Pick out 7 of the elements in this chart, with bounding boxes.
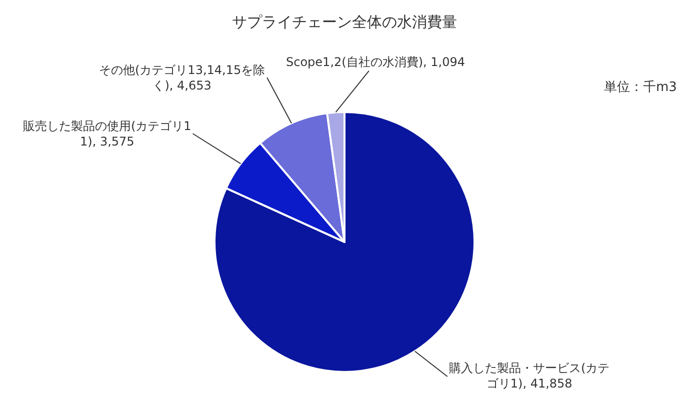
slice-label: 購入した製品・サービス(カテゴリ1), 41,858 (449, 361, 610, 391)
text: 単位：千m3 (604, 80, 677, 95)
chart-title: サプライチェーン全体の水消費量 (232, 12, 457, 31)
slice-label: Scope1,2(自社の水消費), 1,094 (286, 55, 465, 69)
pie-slice (214, 110, 476, 373)
slice-label: 販売した製品の使用(カテゴリ11), 3,575 (23, 119, 192, 149)
slice-label: その他(カテゴリ13,14,15を除く), 4,653 (99, 63, 266, 93)
